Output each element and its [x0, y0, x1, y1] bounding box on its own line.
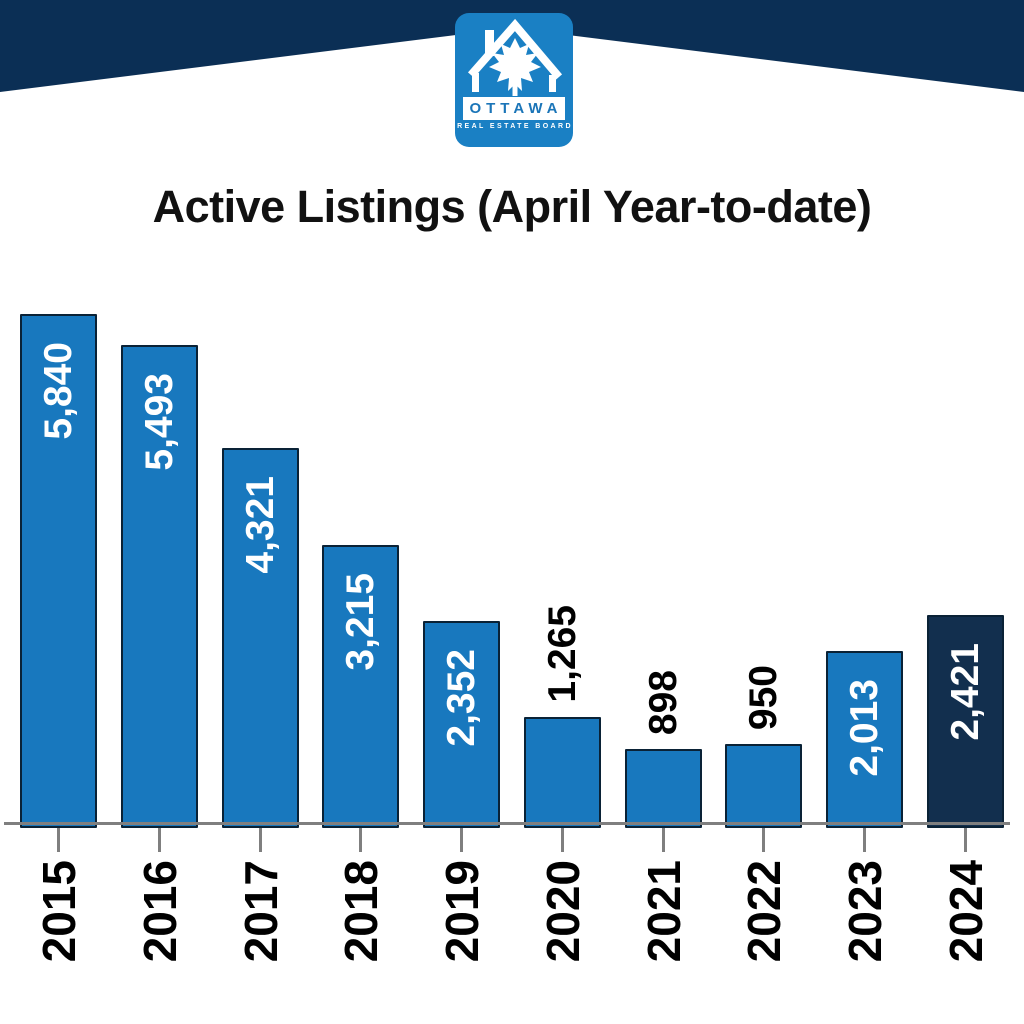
bar-value-label-box: 1,265	[524, 585, 601, 703]
header-band-shape	[0, 0, 1024, 92]
bar-2021	[625, 749, 702, 828]
axis-tick	[359, 825, 362, 852]
axis-tick	[259, 825, 262, 852]
axis-tick	[662, 825, 665, 852]
bar-value-label: 5,493	[138, 373, 181, 471]
bar-2015: 5,840	[20, 314, 97, 828]
bar-value-label: 5,840	[37, 342, 80, 440]
x-axis-label-box: 2016	[121, 860, 198, 996]
bar-value-label-box: 898	[625, 617, 702, 735]
axis-tick	[158, 825, 161, 852]
x-axis-label-box: 2024	[927, 860, 1004, 996]
bar-2018: 3,215	[322, 545, 399, 828]
x-axis-label: 2017	[234, 860, 287, 963]
bar-value-label: 2,013	[843, 679, 886, 777]
logo-board-text: REAL ESTATE BOARD	[457, 123, 573, 130]
bar-2016: 5,493	[121, 345, 198, 828]
x-axis-label: 2019	[435, 860, 488, 963]
x-axis-label: 2021	[637, 860, 690, 963]
oreb-logo: OTTAWA REAL ESTATE BOARD	[455, 13, 573, 147]
bar-value-label: 2,421	[944, 643, 987, 741]
axis-tick	[561, 825, 564, 852]
axis-tick	[863, 825, 866, 852]
x-axis-label: 2022	[737, 860, 790, 963]
axis-tick	[964, 825, 967, 852]
x-axis-label-box: 2015	[20, 860, 97, 996]
chart-title: Active Listings (April Year-to-date)	[152, 181, 872, 232]
bar-value-label: 1,265	[541, 605, 584, 703]
x-axis-label-box: 2017	[222, 860, 299, 996]
x-axis-label-box: 2019	[423, 860, 500, 996]
x-axis-label-box: 2021	[625, 860, 702, 996]
bar-value-label: 4,321	[239, 476, 282, 574]
x-axis-label-box: 2018	[322, 860, 399, 996]
axis-tick	[57, 825, 60, 852]
bar-2019: 2,352	[423, 621, 500, 828]
x-axis-label-box: 2023	[826, 860, 903, 996]
bar-value-label: 3,215	[339, 573, 382, 671]
axis-tick	[460, 825, 463, 852]
x-axis-label: 2023	[838, 860, 891, 963]
bar-2017: 4,321	[222, 448, 299, 828]
x-axis-label: 2024	[939, 860, 992, 963]
bar-2022	[725, 744, 802, 828]
logo-ottawa-text: OTTAWA	[463, 97, 565, 120]
house-maple-leaf-icon	[467, 18, 563, 96]
x-axis-label-box: 2020	[524, 860, 601, 996]
bar-2020	[524, 717, 601, 828]
bar-value-label: 898	[642, 669, 685, 735]
header-band	[0, 0, 1024, 140]
bar-value-label: 950	[742, 664, 785, 730]
bar-value-label-box: 950	[725, 612, 802, 730]
axis-tick	[762, 825, 765, 852]
bar-2023: 2,013	[826, 651, 903, 828]
bar-2024: 2,421	[927, 615, 1004, 828]
x-axis-label: 2015	[32, 860, 85, 963]
x-axis-line	[4, 822, 1010, 825]
x-axis-label: 2016	[133, 860, 186, 963]
x-axis-label-box: 2022	[725, 860, 802, 996]
x-axis-label: 2018	[334, 860, 387, 963]
x-axis-label: 2020	[536, 860, 589, 963]
bar-value-label: 2,352	[440, 649, 483, 747]
